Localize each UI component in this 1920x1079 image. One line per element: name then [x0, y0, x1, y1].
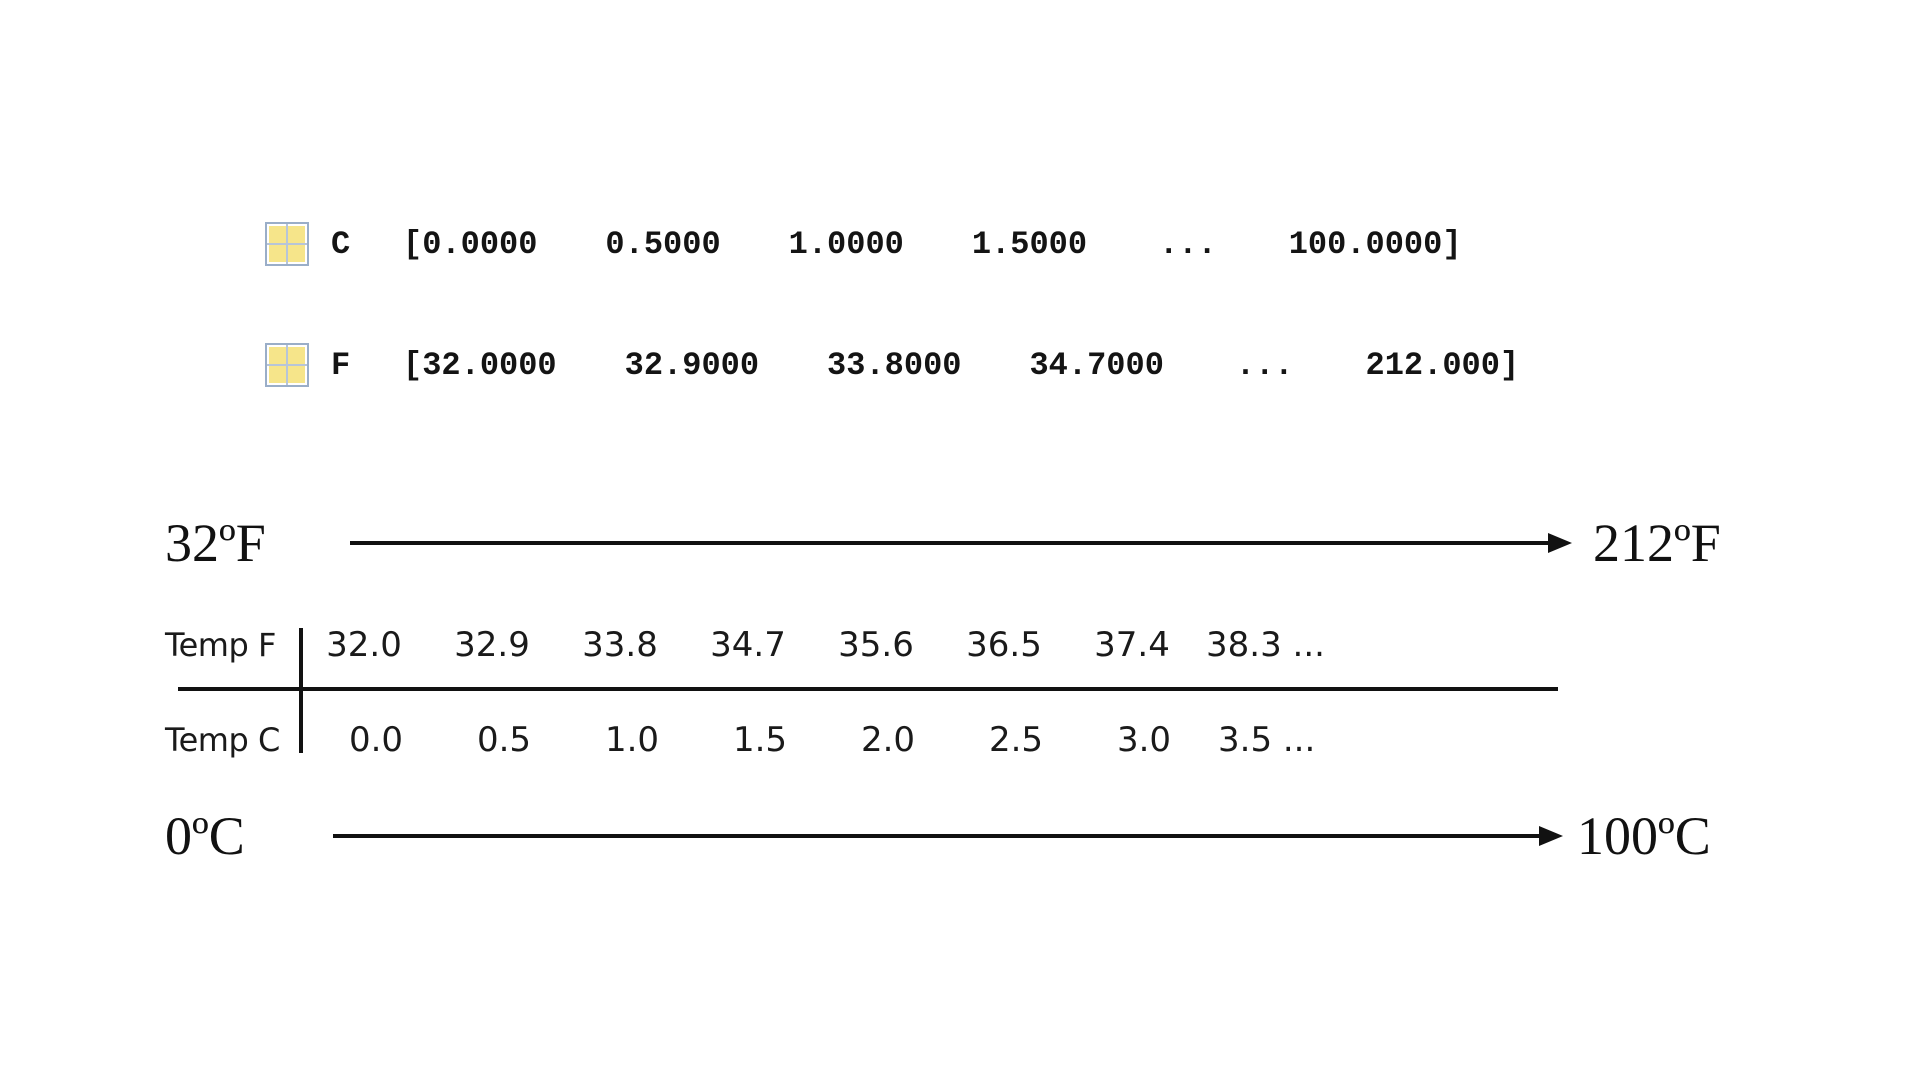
table-cell: 2.5 [988, 720, 1044, 760]
right-arrow-icon [333, 826, 1563, 846]
value-cell: 1.5000 [971, 225, 1088, 263]
table-cell: 32.9 [454, 625, 530, 665]
ellipsis: ... [1159, 225, 1217, 263]
table-cell: 37.4 [1094, 625, 1170, 665]
table-cell: 0.5 [476, 720, 532, 760]
value-cell: 1.0000 [788, 225, 904, 263]
value-cell: [32.0000 [403, 346, 557, 384]
table-cell: 36.5 [966, 625, 1042, 665]
value-cell: 33.8000 [827, 346, 962, 384]
matrix-variable-icon [265, 222, 309, 266]
scale-start-label: 0ºC [165, 806, 245, 866]
value-cell: [0.0000 [403, 225, 538, 263]
row-label: Temp C [165, 721, 280, 759]
table-horizontal-divider [178, 687, 1558, 691]
value-cell: 32.9000 [624, 346, 760, 384]
matrix-variable-icon [265, 343, 309, 387]
scale-end-label: 212ºF [1593, 513, 1721, 573]
value-cell: 0.5000 [605, 225, 721, 263]
row-label: Temp F [165, 626, 276, 664]
value-cell: 34.7000 [1029, 346, 1164, 384]
temperature-table: Temp F 32.0 32.9 33.8 34.7 35.6 36.5 37.… [165, 618, 1565, 763]
variable-values: [0.0000 0.5000 1.0000 1.5000 ... 100.000… [379, 226, 1462, 263]
table-row-fahrenheit: Temp F 32.0 32.9 33.8 34.7 35.6 36.5 37.… [165, 620, 1325, 670]
variable-row-c: C [0.0000 0.5000 1.0000 1.5000 ... 100.0… [265, 220, 1462, 268]
table-cell: 3.0 [1116, 720, 1172, 760]
table-cell: 1.5 [732, 720, 788, 760]
value-cell: 100.0000] [1288, 225, 1462, 263]
celsius-scale: 0ºC 100ºC [165, 801, 1711, 871]
variable-values: [32.0000 32.9000 33.8000 34.7000 ... 212… [379, 347, 1519, 384]
table-cell: 1.0 [604, 720, 660, 760]
table-cell: 35.6 [838, 625, 914, 665]
table-cell: 2.0 [860, 720, 916, 760]
fahrenheit-scale: 32ºF 212ºF [165, 508, 1721, 578]
table-cell: 33.8 [582, 625, 658, 665]
table-cell: 0.0 [348, 720, 404, 760]
value-cell: 212.000] [1365, 346, 1520, 384]
variable-name: C [331, 225, 351, 263]
scale-end-label: 100ºC [1577, 806, 1711, 866]
ellipsis: ... [1235, 346, 1294, 384]
right-arrow-icon [350, 533, 1572, 553]
variable-row-f: F [32.0000 32.9000 33.8000 34.7000 ... 2… [265, 341, 1519, 389]
table-cell: 32.0 [326, 625, 402, 665]
variable-name: F [331, 346, 351, 384]
table-cell: 34.7 [710, 625, 786, 665]
table-cell: 3.5 ... [1218, 720, 1316, 760]
scale-start-label: 32ºF [165, 513, 266, 573]
table-row-celsius: Temp C 0.0 0.5 1.0 1.5 2.0 2.5 3.0 3.5 .… [165, 715, 1315, 765]
table-cell: 38.3 ... [1206, 625, 1325, 665]
table-vertical-divider [299, 628, 303, 753]
